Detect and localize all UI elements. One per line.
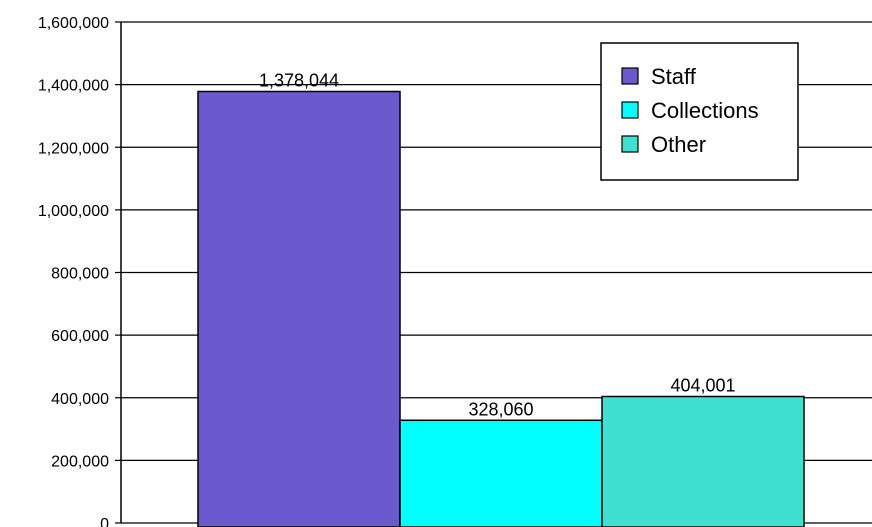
y-tick-label: 1,000,000 (38, 203, 109, 220)
y-tick-label: 0 (100, 516, 109, 527)
y-tick-label: 1,200,000 (38, 140, 109, 157)
legend: Staff Collections Other (600, 42, 799, 181)
legend-label-staff: Staff (651, 64, 697, 89)
y-tick-label: 1,400,000 (38, 78, 109, 95)
bar-other (601, 395, 805, 527)
legend-swatch-collections (621, 101, 639, 119)
data-label-staff: 1,378,044 (259, 70, 339, 90)
data-label-collections: 328,060 (468, 399, 533, 419)
data-label-other: 404,001 (670, 375, 735, 395)
y-tick-label: 400,000 (51, 391, 109, 408)
y-tick-label: 800,000 (51, 266, 109, 283)
legend-swatch-staff (621, 67, 639, 85)
data-labels: 1,378,044 328,060 404,001 (259, 70, 736, 419)
bar-collections (399, 419, 603, 527)
y-tick-label: 1,600,000 (38, 15, 109, 32)
y-tick-label: 600,000 (51, 328, 109, 345)
y-axis-ticks: 0 200,000 400,000 600,000 800,000 1,000,000 1,… (38, 15, 121, 527)
legend-swatch-other (621, 135, 639, 153)
bars (197, 90, 805, 527)
legend-label-collections: Collections (651, 98, 759, 123)
y-tick-label: 200,000 (51, 453, 109, 470)
legend-label-other: Other (651, 132, 706, 157)
bar-staff (197, 90, 401, 527)
